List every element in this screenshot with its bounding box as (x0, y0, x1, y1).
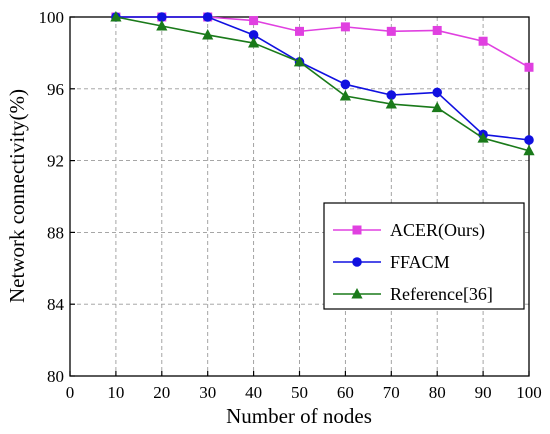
x-axis-title: Number of nodes (226, 404, 372, 428)
data-point (293, 55, 306, 67)
x-tick-label: 40 (245, 383, 262, 402)
data-point (432, 87, 443, 98)
data-point (249, 16, 259, 26)
legend-swatch-marker (352, 225, 362, 235)
x-tick-label: 100 (516, 383, 542, 402)
x-tick-label: 30 (199, 383, 216, 402)
legend-item: ACER(Ours) (333, 220, 485, 241)
series-group (110, 11, 535, 156)
legend-item: Reference[36] (333, 284, 493, 304)
data-point (386, 90, 397, 100)
legend-label: ACER(Ours) (390, 220, 485, 241)
data-point (157, 12, 167, 22)
legend-item: FFACM (333, 252, 450, 272)
data-point (523, 144, 535, 156)
data-point (110, 11, 122, 22)
series-line (115, 16, 530, 152)
y-tick-label: 100 (39, 8, 65, 27)
data-point (477, 132, 489, 143)
data-point (385, 98, 397, 109)
legend: ACER(Ours) FFACM Reference[36] (323, 202, 525, 310)
plot-frame (69, 16, 530, 377)
legend-swatch-marker (352, 257, 362, 267)
x-tick-label: 90 (475, 383, 492, 402)
axis-ticks: 0 10 20 30 40 50 60 70 80 90 100 80 84 88 92 96 100 (39, 8, 542, 402)
data-point (156, 19, 168, 31)
series-line (115, 16, 530, 141)
data-point (432, 25, 442, 35)
y-axis-title: Network connectivity(%) (5, 89, 29, 303)
data-point (386, 26, 396, 36)
x-tick-label: 20 (153, 383, 170, 402)
data-point (431, 101, 443, 113)
x-tick-label: 80 (429, 383, 446, 402)
x-tick-label: 0 (66, 383, 75, 402)
x-tick-label: 70 (383, 383, 400, 402)
series-2 (110, 11, 535, 156)
y-tick-label: 92 (47, 152, 64, 171)
data-point (524, 62, 534, 72)
legend-label: FFACM (390, 252, 450, 272)
data-point (202, 28, 214, 40)
y-tick-label: 96 (47, 80, 64, 99)
data-point (248, 37, 260, 48)
data-point (339, 89, 351, 101)
data-point (524, 135, 534, 145)
y-tick-label: 84 (47, 295, 65, 314)
legend-label: Reference[36] (390, 284, 493, 304)
data-point (340, 79, 351, 90)
x-tick-label: 60 (337, 383, 354, 402)
data-point (340, 22, 350, 32)
legend-swatch-marker (351, 288, 363, 299)
x-tick-label: 10 (107, 383, 124, 402)
series-line (115, 16, 530, 68)
y-tick-label: 80 (47, 367, 64, 386)
grid (70, 17, 529, 376)
data-point (478, 36, 488, 46)
data-point (295, 26, 304, 36)
data-point (202, 12, 213, 22)
x-tick-label: 50 (291, 383, 308, 402)
series-0 (111, 12, 534, 72)
y-tick-label: 88 (47, 223, 64, 242)
data-point (248, 30, 259, 40)
